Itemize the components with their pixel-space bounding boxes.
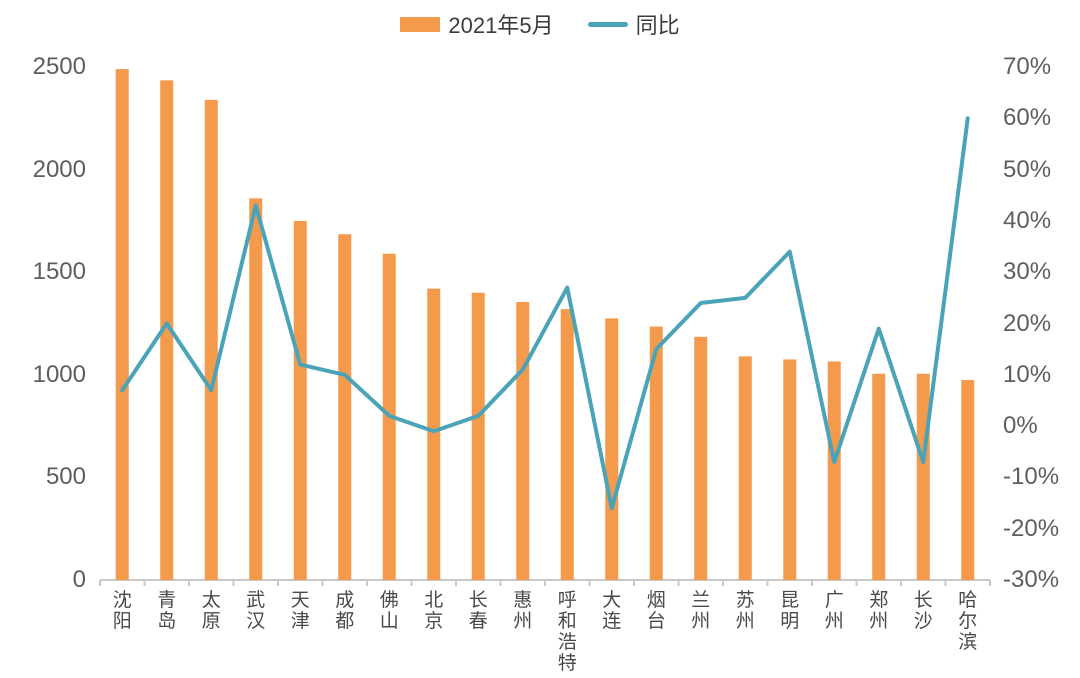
x-axis-label: 青岛 [157,590,177,632]
y-axis-tick-left: 2500 [32,53,86,80]
y-axis-tick-left: 1500 [32,258,86,286]
x-axis-label: 长春 [468,590,488,632]
bar [738,356,752,580]
y-axis-tick-right: 70% [1003,53,1052,80]
bar [471,292,485,580]
bar [694,336,708,580]
bar [827,361,841,580]
y-axis-tick-left: 2000 [32,155,86,183]
y-axis-tick-right: 60% [1003,104,1052,132]
bar [605,318,619,580]
y-axis-tick-left: 1000 [32,360,86,388]
x-axis-label: 天津 [290,590,310,632]
y-axis-tick-right: 50% [1003,155,1052,183]
y-axis-tick-right: 10% [1003,360,1052,388]
line-series-swatch [587,21,628,27]
y-axis-tick-right: -20% [1003,514,1060,542]
x-axis-label: 呼和浩特 [557,590,577,674]
bar [783,359,797,580]
chart-legend: 2021年5月 同比 [0,8,1080,40]
bar [916,373,930,580]
legend-item-line-series[interactable]: 同比 [587,8,680,40]
x-axis-label: 广州 [824,590,844,632]
bar [961,379,975,580]
x-axis-label: 哈尔滨 [958,590,978,653]
bar [204,99,218,580]
bar-series-swatch [400,16,441,32]
x-axis-label: 苏州 [735,590,755,632]
bar [293,220,307,580]
x-axis-label: 大连 [602,590,622,632]
y-axis-tick-right: 30% [1003,258,1052,286]
bar-series-label: 2021年5月 [448,13,554,38]
y-axis-tick-right: 0% [1003,412,1038,440]
bar [249,198,263,580]
bar [338,234,352,580]
y-axis-tick-right: -30% [1003,566,1060,593]
y-axis-tick-right: 20% [1003,309,1052,337]
x-axis-label: 烟台 [646,590,666,632]
bar [872,373,886,580]
bar [516,301,530,580]
y-axis-tick-right: -10% [1003,463,1060,491]
legend-item-bar-series[interactable]: 2021年5月 [400,8,554,40]
x-axis-label: 惠州 [513,590,533,632]
x-axis-label: 兰州 [691,590,711,632]
x-axis-label: 昆明 [780,590,800,632]
bar [649,326,663,580]
x-axis-label: 长沙 [913,590,933,632]
bar [427,288,441,580]
y-axis-tick-left: 500 [45,463,86,491]
y-axis-tick-right: 40% [1003,206,1052,234]
line-series-label: 同比 [635,13,680,38]
trend-line [120,116,970,511]
x-axis-label: 太原 [201,590,221,632]
x-axis-label: 武汉 [246,590,266,632]
x-axis-label: 沈阳 [112,590,132,632]
y-axis-tick-left: 0 [72,566,86,593]
x-axis-label: 北京 [424,590,444,632]
bar [560,309,574,580]
bar [115,69,129,580]
x-axis-label: 成都 [335,590,355,632]
bar [160,80,174,580]
x-axis-label: 佛山 [379,590,399,632]
x-axis-label: 郑州 [869,590,889,632]
